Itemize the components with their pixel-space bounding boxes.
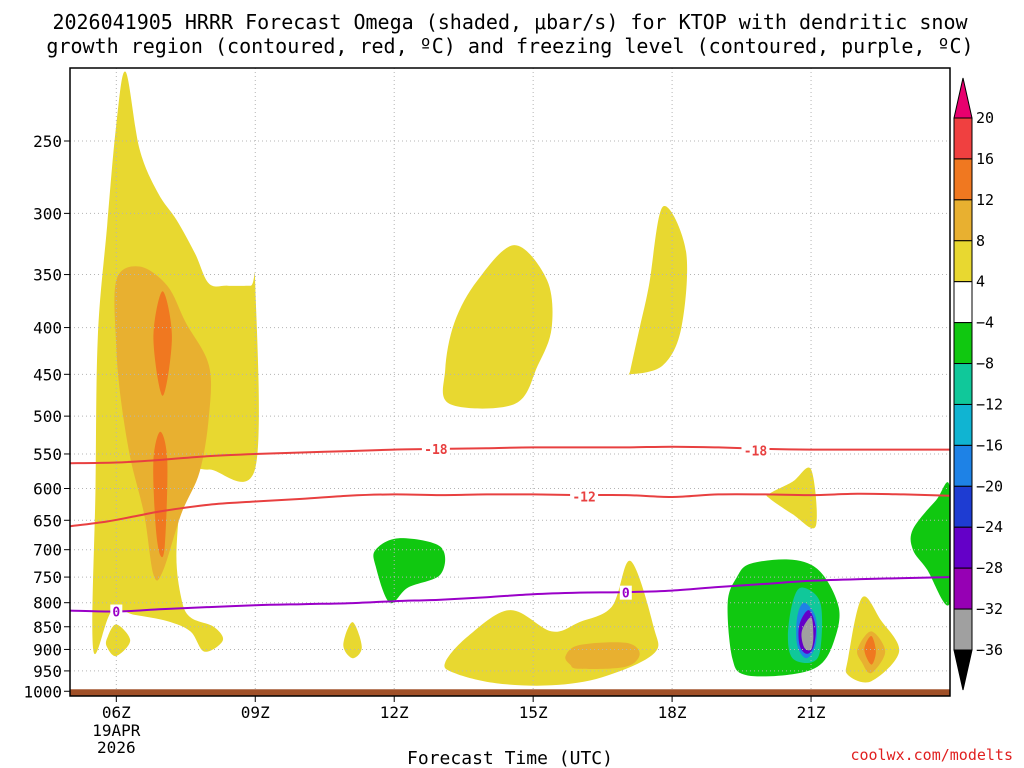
omega-region-8: [114, 266, 212, 581]
colorbar-swatch: [953, 199, 973, 242]
x-axis-title: Forecast Time (UTC): [407, 748, 613, 768]
y-tick-label: 350: [33, 266, 62, 285]
contour-label-bg: [570, 489, 599, 504]
omega-region-4: [627, 205, 688, 376]
omega-region-3: [442, 245, 553, 409]
credit-text[interactable]: coolwx.com/modelts: [850, 746, 1013, 764]
omega-region-20: [801, 617, 814, 651]
x-tick-label: 06Z: [102, 703, 131, 722]
colorbar-level-label: 20: [976, 109, 994, 127]
colorbar-swatch: [953, 240, 973, 283]
y-tick-label: 950: [33, 662, 62, 681]
contour-label: 0: [112, 606, 120, 621]
colorbar-level-label: 8: [976, 232, 985, 250]
colorbar-level-label: −12: [976, 395, 1003, 413]
colorbar-swatch: [953, 158, 973, 201]
omega-region-12: [153, 431, 168, 558]
omega-region-11: [153, 291, 172, 396]
y-tick-label: 750: [33, 568, 62, 587]
y-tick-label: 500: [33, 407, 62, 426]
x-tick-label: 21Z: [797, 703, 826, 722]
colorbar-level-label: −36: [976, 641, 1003, 659]
colorbar-swatch: [953, 363, 973, 405]
colorbar-top-arrow: [953, 77, 973, 119]
contour-label: -18: [744, 444, 768, 459]
omega-region-2: [343, 622, 362, 659]
contour-line-2: [70, 576, 950, 613]
contour-label: 0: [622, 587, 630, 602]
colorbar-level-label: −20: [976, 477, 1003, 495]
contour-label: -18: [424, 443, 448, 458]
colorbar-swatch: [953, 444, 973, 487]
x-tick-year-label: 2026: [97, 738, 136, 757]
contour-label-bg: [421, 441, 450, 456]
colorbar-level-label: −8: [976, 355, 994, 373]
omega-region-6: [766, 467, 817, 529]
x-tick-label: 12Z: [380, 703, 409, 722]
colorbar-swatch: [953, 526, 973, 569]
x-tick-label: 15Z: [519, 703, 548, 722]
y-tick-label: 600: [33, 480, 62, 499]
colorbar-swatch: [953, 281, 973, 324]
contour-lines: -18 -18 -12 0 0: [70, 441, 950, 621]
colorbar-swatch: [953, 567, 973, 610]
y-tick-label: 900: [33, 640, 62, 659]
omega-region-9: [565, 642, 640, 669]
omega-region-14: [373, 538, 446, 604]
colorbar-level-label: −24: [976, 518, 1003, 536]
chart-title-line-1: 2026041905 HRRR Forecast Omega (shaded, …: [52, 10, 968, 34]
colorbar-level-label: 16: [976, 150, 994, 168]
contour-label: -12: [572, 490, 595, 505]
y-tick-label: 400: [33, 319, 62, 338]
omega-region-16: [910, 482, 950, 606]
colorbar-level-label: −16: [976, 436, 1003, 454]
y-tick-label: 700: [33, 541, 62, 560]
contour-label-bg: [110, 604, 123, 619]
x-tick-date-label: 19APR: [92, 721, 141, 740]
contour-line-0: [70, 445, 950, 465]
ground-fill: [70, 689, 950, 696]
colorbar-swatch: [953, 403, 973, 446]
omega-region-1: [105, 624, 131, 657]
y-tick-label: 300: [33, 204, 62, 223]
colorbar-level-label: 12: [976, 191, 994, 209]
grid-lines: [70, 68, 950, 696]
omega-shaded-regions: [92, 71, 950, 686]
ground-layer: [70, 689, 950, 696]
y-tick-label: 450: [33, 365, 62, 384]
contour-label-bg: [619, 585, 632, 600]
colorbar-level-label: 4: [976, 273, 985, 291]
plot-frame: [69, 67, 951, 697]
y-axis: 250 300 350 400 450 500 550 600 650 700 750 800 850 9…: [23, 132, 70, 701]
colorbar-level-label: −4: [976, 314, 994, 332]
y-tick-label: 850: [33, 618, 62, 637]
x-tick-label: 09Z: [241, 703, 270, 722]
omega-region-5: [444, 560, 659, 686]
colorbar-swatch: [953, 485, 973, 528]
y-tick-label: 250: [33, 132, 62, 151]
colorbar: 20 16 12 8 4 −4 −8 −12 −16 −20 −24 −28 −32 −36: [953, 77, 1003, 691]
colorbar-bottom-arrow: [953, 649, 973, 691]
x-tick-label: 18Z: [658, 703, 687, 722]
colorbar-swatch: [953, 608, 973, 651]
contour-line-1: [70, 492, 950, 528]
omega-region-13: [864, 635, 876, 665]
colorbar-level-label: −32: [976, 600, 1003, 618]
colorbar-swatch: [953, 322, 973, 365]
colorbar-swatch: [953, 117, 973, 160]
contour-label-bg: [741, 443, 770, 458]
y-tick-label: 650: [33, 511, 62, 530]
colorbar-level-label: −28: [976, 559, 1003, 577]
y-tick-label: 550: [33, 445, 62, 464]
y-tick-label: 1000: [23, 682, 62, 701]
y-tick-label: 800: [33, 594, 62, 613]
chart-title-line-2: growth region (contoured, red, ºC) and f…: [46, 34, 973, 58]
